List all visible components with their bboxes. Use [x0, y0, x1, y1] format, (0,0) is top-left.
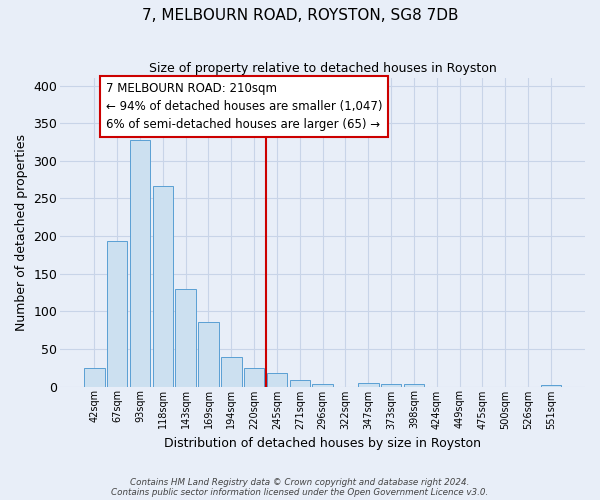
Bar — [381, 384, 401, 386]
Bar — [404, 384, 424, 386]
Bar — [198, 322, 219, 386]
Text: Contains HM Land Registry data © Crown copyright and database right 2024.
Contai: Contains HM Land Registry data © Crown c… — [112, 478, 488, 497]
Bar — [107, 242, 127, 386]
Title: Size of property relative to detached houses in Royston: Size of property relative to detached ho… — [149, 62, 496, 76]
Text: 7, MELBOURN ROAD, ROYSTON, SG8 7DB: 7, MELBOURN ROAD, ROYSTON, SG8 7DB — [142, 8, 458, 22]
Bar — [221, 357, 242, 386]
Y-axis label: Number of detached properties: Number of detached properties — [15, 134, 28, 331]
Bar — [244, 368, 265, 386]
Bar — [84, 368, 104, 386]
Bar — [313, 384, 333, 386]
Bar — [358, 383, 379, 386]
Bar — [541, 385, 561, 386]
Bar — [266, 373, 287, 386]
Bar — [152, 186, 173, 386]
Bar — [290, 380, 310, 386]
Bar — [175, 288, 196, 386]
X-axis label: Distribution of detached houses by size in Royston: Distribution of detached houses by size … — [164, 437, 481, 450]
Bar — [130, 140, 150, 386]
Text: 7 MELBOURN ROAD: 210sqm
← 94% of detached houses are smaller (1,047)
6% of semi-: 7 MELBOURN ROAD: 210sqm ← 94% of detache… — [106, 82, 382, 131]
